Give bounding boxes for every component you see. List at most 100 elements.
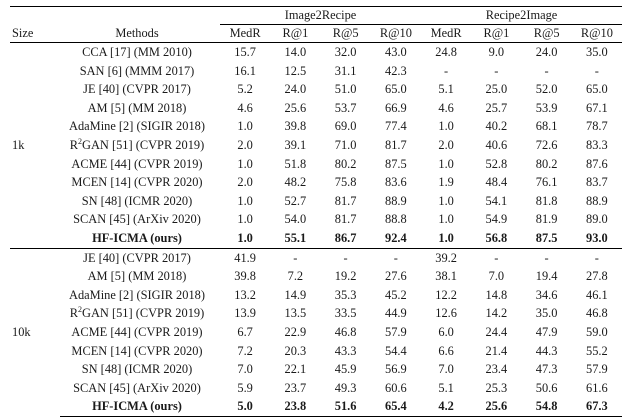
metric-cell: 54.0	[284, 212, 307, 227]
metric-cell: 1.9	[438, 175, 454, 190]
metric-cell: 42.3	[385, 63, 407, 78]
metric-cell: 61.6	[586, 380, 608, 395]
metric-cell: 31.1	[334, 63, 357, 78]
method-name: MCEN [14] (CVPR 2020)	[71, 175, 203, 190]
table-row: AM [5] (MM 2018) 4.6 25.6 53.7 66.9 4.6 25.7 53…	[10, 99, 622, 118]
metric-cell: 88.9	[586, 193, 608, 208]
metric-cell: 47.9	[535, 324, 558, 339]
header-r10: R@10	[571, 24, 622, 43]
metric-cell: 66.9	[385, 100, 407, 115]
metric-cell: 48.4	[485, 175, 508, 190]
metric-cell: 41.9	[220, 247, 271, 268]
table-row: SCAN [45] (ArXiv 2020) 1.0 54.0 81.7 88.8 1.0…	[10, 210, 622, 229]
metric-cell: 12.5	[284, 63, 307, 78]
metric-cell: 83.3	[586, 137, 608, 152]
header-r5: R@5	[521, 24, 572, 43]
metric-cell: -	[494, 63, 499, 78]
metric-cell: 86.7	[334, 230, 357, 245]
table-row: R2GAN [51] (CVPR 2019) 13.9 13.5 33.5 44.9 12…	[10, 304, 622, 323]
metric-cell: 1.0	[438, 230, 454, 245]
metric-cell: 19.2	[334, 269, 357, 284]
metric-cell: 77.4	[385, 119, 407, 134]
method-name: ACME [44] (CVPR 2019)	[71, 324, 203, 339]
table-row: AM [5] (MM 2018) 39.8 7.2 19.2 27.6 38.1 7.0 19…	[10, 267, 622, 286]
method-name: SCAN [45] (ArXiv 2020)	[73, 380, 201, 395]
method-name: JE [40] (CVPR 2017)	[83, 82, 191, 97]
table-row: ACME [44] (CVPR 2019) 1.0 51.8 80.2 87.5 1.0 5…	[10, 155, 622, 174]
metric-cell: 59.0	[586, 324, 608, 339]
metric-cell: -	[544, 63, 549, 78]
metric-cell: 56.9	[385, 362, 407, 377]
method-name: R2GAN [51] (CVPR 2019)	[60, 136, 220, 155]
metric-cell: 81.9	[535, 212, 558, 227]
metric-cell: 1.0	[438, 119, 454, 134]
metric-cell: 5.1	[438, 82, 454, 97]
metric-cell: 87.5	[385, 156, 407, 171]
metric-cell: 24.0	[284, 82, 307, 97]
metric-cell: 51.8	[284, 156, 307, 171]
metric-cell: 14.8	[485, 287, 508, 302]
metric-cell: 33.5	[334, 306, 357, 321]
metric-cell: 67.1	[586, 100, 608, 115]
metric-cell: 6.6	[438, 343, 454, 358]
metric-cell: 2.0	[237, 175, 253, 190]
metric-cell: 35.3	[334, 287, 357, 302]
metric-cell: 14.9	[284, 287, 307, 302]
metric-cell: 46.1	[586, 287, 608, 302]
metric-cell: 14.0	[284, 45, 307, 59]
table-row: 1k CCA [17] (MM 2010) 15.7 14.0 32.0 43.0 24.8…	[10, 43, 622, 152]
metric-cell: 40.6	[485, 137, 508, 152]
metric-cell: -	[444, 63, 449, 78]
metric-cell: 80.2	[535, 156, 558, 171]
method-name-prefix: R	[69, 306, 79, 321]
header-medr: MedR	[421, 24, 472, 43]
metric-cell: 14.2	[485, 306, 508, 321]
metric-cell: 83.6	[385, 175, 407, 190]
metric-cell: 69.0	[334, 119, 357, 134]
metric-cell: 38.1	[435, 269, 457, 284]
metric-cell: 39.8	[284, 119, 307, 134]
group-header-row: Image2Recipe Recipe2Image	[10, 6, 622, 25]
method-name: AdaMine [2] (SIGIR 2018)	[69, 287, 205, 302]
metric-cell: 23.7	[284, 380, 307, 395]
metric-cell: 5.2	[237, 82, 253, 97]
metric-cell: 71.0	[334, 137, 357, 152]
table-row: SAN [6] (MMM 2017) 16.1 12.5 31.1 42.3 - - - -	[10, 62, 622, 81]
metric-cell: 52.0	[535, 82, 558, 97]
metric-cell: 1.0	[237, 212, 253, 227]
metric-cell: 87.5	[535, 230, 558, 245]
metric-cell: 93.0	[586, 230, 608, 245]
metric-cell: 34.6	[535, 287, 558, 302]
metric-cell: 7.0	[237, 362, 253, 377]
metric-cell: 1.0	[438, 156, 454, 171]
table-row: AdaMine [2] (SIGIR 2018) 13.2 14.9 35.3 45.2…	[10, 286, 622, 305]
header-methods: Methods	[60, 24, 220, 43]
metric-cell: 87.6	[586, 156, 608, 171]
metric-cell: 12.2	[435, 287, 457, 302]
metric-cell: 76.1	[535, 175, 558, 190]
metric-cell: 92.4	[385, 230, 407, 245]
metric-cell: 39.1	[284, 137, 307, 152]
method-name: SN [48] (ICMR 2020)	[81, 193, 193, 208]
metric-cell: -	[370, 247, 421, 268]
metric-cell: 52.7	[284, 193, 307, 208]
metric-cell: 46.8	[586, 306, 608, 321]
metric-cell: 80.2	[334, 156, 357, 171]
table-row: SCAN [45] (ArXiv 2020) 5.9 23.7 49.3 60.6 5.1…	[10, 379, 622, 398]
metric-cell: 13.2	[234, 287, 256, 302]
metric-cell: 45.2	[385, 287, 407, 302]
metric-cell: 1.0	[237, 119, 253, 134]
metric-cell: 22.9	[284, 324, 307, 339]
metric-cell: 32.0	[334, 45, 357, 59]
method-name: AdaMine [2] (SIGIR 2018)	[69, 119, 205, 134]
metric-cell: 48.2	[284, 175, 307, 190]
metric-cell: 1.0	[438, 212, 454, 227]
metric-cell: 35.0	[535, 306, 558, 321]
metric-cell: 55.1	[284, 230, 307, 245]
metric-cell: 24.8	[435, 45, 457, 59]
group-image2recipe: Image2Recipe	[220, 6, 421, 25]
group-recipe2image: Recipe2Image	[421, 6, 622, 25]
table-row: SN [48] (ICMR 2020) 1.0 52.7 81.7 88.9 1.0 54.…	[10, 192, 622, 211]
results-table: Image2Recipe Recipe2Image Size Methods M…	[10, 6, 622, 417]
